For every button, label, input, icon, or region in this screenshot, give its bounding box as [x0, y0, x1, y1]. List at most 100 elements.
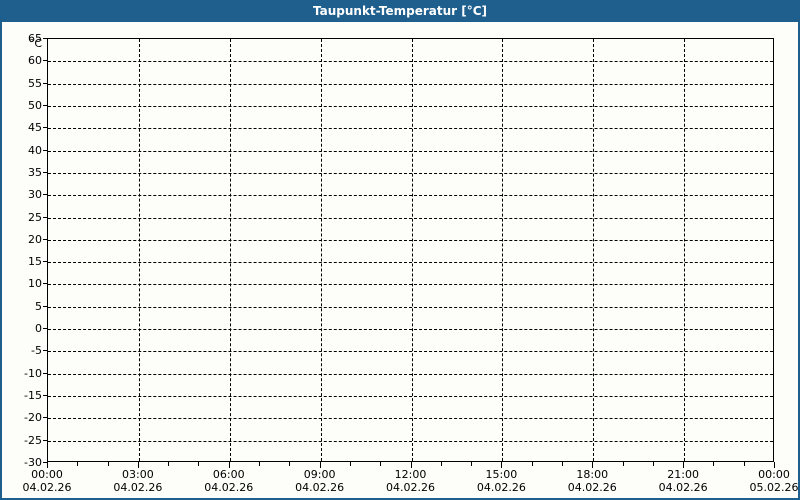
y-axis-tick-mark [43, 194, 47, 196]
x-axis-tick-label-date: 04.02.26 [295, 481, 345, 494]
x-axis-tick-minor [380, 462, 382, 466]
x-axis-tick-label-date: 04.02.26 [22, 481, 72, 494]
x-axis-tick-minor [713, 462, 715, 466]
x-axis-tick-label: 12:00 04.02.26 [371, 468, 451, 494]
y-axis-tick-mark [43, 439, 47, 441]
x-axis-tick-label-time: 00:00 [31, 468, 63, 481]
y-axis-tick-label: 65 [28, 32, 42, 45]
gridline-horizontal [48, 217, 773, 219]
y-axis-tick-mark [43, 417, 47, 419]
gridline-vertical [320, 39, 322, 461]
gridline-horizontal [48, 373, 773, 375]
x-axis-tick-minor [743, 462, 745, 466]
page-title: Taupunkt-Temperatur [°C] [312, 4, 488, 18]
y-axis-tick-mark [43, 350, 47, 352]
y-axis-tick-label: 55 [28, 76, 42, 90]
x-axis-tick-label-time: 21:00 [667, 468, 699, 481]
y-axis-tick-mark [43, 305, 47, 307]
x-axis-tick-label-time: 12:00 [394, 468, 427, 481]
x-axis-tick-minor [561, 462, 563, 466]
x-axis-tick-major [774, 462, 775, 468]
y-axis-tick-mark [43, 171, 47, 173]
x-axis-tick-major [47, 462, 48, 468]
gridline-horizontal [48, 396, 773, 398]
gridline-horizontal [48, 172, 773, 174]
y-axis-tick-label: -20 [24, 411, 42, 425]
y-axis-tick-label: -15 [24, 389, 42, 403]
y-axis-tick-label: 20 [28, 232, 42, 246]
y-axis-tick-label: 25 [28, 210, 42, 224]
x-axis-tick-major [410, 462, 412, 468]
x-axis-tick-label: 18:00 04.02.26 [552, 468, 632, 494]
x-axis-tick-minor [168, 462, 170, 466]
x-axis-tick-major [501, 462, 503, 468]
x-axis-tick-minor [531, 462, 533, 466]
gridline-horizontal [48, 239, 773, 241]
y-axis-tick-mark [43, 82, 47, 84]
gridline-vertical [593, 39, 595, 461]
x-axis-tick-label-time: 18:00 [576, 468, 609, 481]
x-axis-tick-label: 03:00 04.02.26 [98, 468, 178, 494]
window-title-bar: Taupunkt-Temperatur [°C] [2, 0, 798, 22]
y-axis-tick-mark [43, 238, 47, 240]
x-axis-tick-label-date: 04.02.26 [658, 481, 708, 494]
x-axis-tick-minor [198, 462, 200, 466]
y-axis-unit-label: °C [28, 37, 42, 50]
x-axis-tick-major [683, 462, 685, 468]
y-axis-tick-label: -30 [24, 456, 42, 469]
x-axis-tick-major [137, 462, 139, 468]
y-axis-tick-mark [43, 372, 47, 374]
x-axis-tick-label: 00:00 04.02.26 [7, 468, 87, 494]
x-axis-tick-label-date: 04.02.26 [476, 481, 526, 494]
y-axis-tick-label: 30 [28, 188, 42, 202]
x-axis-tick-label: 06:00 04.02.26 [189, 468, 269, 494]
gridline-horizontal [48, 61, 773, 63]
y-axis-tick-mark [43, 462, 47, 463]
x-axis-tick-minor [289, 462, 291, 466]
x-axis-tick-label-date: 04.02.26 [113, 481, 163, 494]
x-axis-tick-label-time: 00:00 [758, 468, 790, 481]
data-series-layer [48, 39, 774, 462]
y-axis-tick-mark [43, 216, 47, 218]
x-axis-tick-label: 21:00 04.02.26 [643, 468, 723, 494]
x-axis-tick-label: 00:00 05.02.26 [734, 468, 799, 494]
x-axis-tick-label-time: 06:00 [212, 468, 245, 481]
gridline-horizontal [48, 418, 773, 420]
x-axis-tick-minor [471, 462, 473, 466]
gridline-horizontal [48, 128, 773, 130]
x-axis-tick-minor [440, 462, 442, 466]
y-axis-tick-label: 10 [28, 277, 42, 291]
gridline-vertical [138, 39, 140, 461]
y-axis-tick-label: -5 [31, 344, 42, 358]
gridline-horizontal [48, 284, 773, 286]
gridline-vertical [684, 39, 686, 461]
y-axis-tick-label: -25 [24, 433, 42, 447]
y-axis-tick-mark [43, 328, 47, 330]
x-axis-tick-minor [77, 462, 79, 466]
x-axis-tick-label: 09:00 04.02.26 [280, 468, 360, 494]
gridline-horizontal [48, 440, 773, 442]
gridline-horizontal [48, 306, 773, 308]
y-axis-tick-mark [43, 261, 47, 263]
x-axis-tick-major [228, 462, 230, 468]
x-axis-tick-label: 15:00 04.02.26 [461, 468, 541, 494]
x-axis-tick-major [319, 462, 321, 468]
y-axis-tick-label: -10 [24, 366, 42, 380]
y-axis-tick-label: 45 [28, 121, 42, 135]
x-axis-tick-label-time: 15:00 [485, 468, 518, 481]
gridline-horizontal [48, 351, 773, 353]
y-axis-tick-label: 60 [28, 54, 42, 68]
y-axis-tick-label: 35 [28, 165, 42, 179]
y-axis-tick-mark [43, 60, 47, 62]
x-axis-tick-minor [622, 462, 624, 466]
y-axis-tick-mark [43, 395, 47, 397]
x-axis-tick-minor [349, 462, 351, 466]
x-axis-tick-minor [652, 462, 654, 466]
y-axis-tick-label: 50 [28, 98, 42, 112]
x-axis-tick-minor [107, 462, 109, 466]
x-axis-tick-label-time: 03:00 [122, 468, 154, 481]
y-axis-tick-mark [43, 104, 47, 106]
gridline-horizontal [48, 262, 773, 264]
